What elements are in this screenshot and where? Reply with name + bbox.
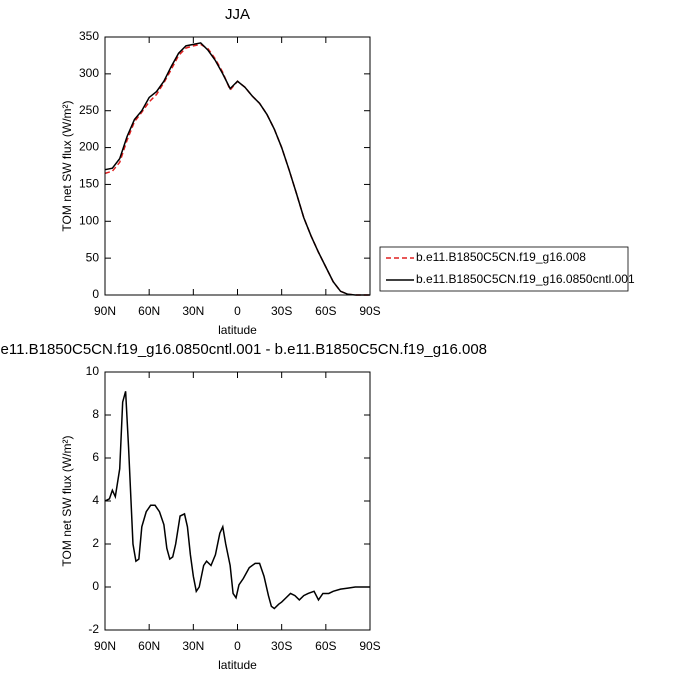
x-axis-label: latitude — [218, 323, 257, 337]
x-tick-label: 0 — [234, 639, 241, 653]
y-tick-label: 150 — [79, 177, 99, 191]
y-tick-label: 4 — [92, 493, 99, 507]
x-tick-label: 0 — [234, 304, 241, 318]
x-tick-label: 30N — [182, 639, 204, 653]
x-tick-label: 90N — [94, 304, 116, 318]
y-tick-label: 0 — [92, 287, 99, 301]
y-tick-label: 0 — [92, 579, 99, 593]
chart-title: b.e11.B1850C5CN.f19_g16.0850cntl.001 - b… — [0, 341, 487, 358]
y-tick-label: 6 — [92, 450, 99, 464]
x-tick-label: 30S — [271, 304, 292, 318]
y-tick-label: 2 — [92, 536, 99, 550]
y-tick-label: 100 — [79, 213, 99, 227]
x-axis-label: latitude — [218, 658, 257, 672]
y-tick-label: -2 — [88, 622, 99, 636]
legend-box — [379, 246, 629, 292]
x-tick-label: 90N — [94, 639, 116, 653]
data-line — [104, 42, 370, 296]
legend-label: b.e11.B1850C5CN.f19_g16.008 — [416, 250, 586, 264]
y-tick-label: 8 — [92, 407, 99, 421]
x-tick-label: 60N — [138, 639, 160, 653]
y-tick-label: 250 — [79, 103, 99, 117]
y-tick-label: 350 — [79, 29, 99, 43]
data-line — [104, 391, 370, 610]
y-axis-label: TOM net SW flux (W/m²) — [60, 435, 74, 566]
x-tick-label: 30N — [182, 304, 204, 318]
x-tick-label: 30S — [271, 639, 292, 653]
y-tick-label: 10 — [86, 364, 100, 378]
legend-label: b.e11.B1850C5CN.f19_g16.0850cntl.001 — [416, 272, 635, 286]
y-tick-label: 50 — [86, 250, 100, 264]
x-tick-label: 60S — [315, 304, 336, 318]
y-tick-label: 300 — [79, 66, 99, 80]
x-tick-label: 90S — [359, 304, 380, 318]
x-tick-label: 60S — [315, 639, 336, 653]
x-tick-label: 60N — [138, 304, 160, 318]
chart-title: JJA — [225, 6, 250, 23]
x-tick-label: 90S — [359, 639, 380, 653]
y-tick-label: 200 — [79, 140, 99, 154]
y-axis-label: TOM net SW flux (W/m²) — [60, 100, 74, 231]
plot-frame — [104, 36, 371, 296]
